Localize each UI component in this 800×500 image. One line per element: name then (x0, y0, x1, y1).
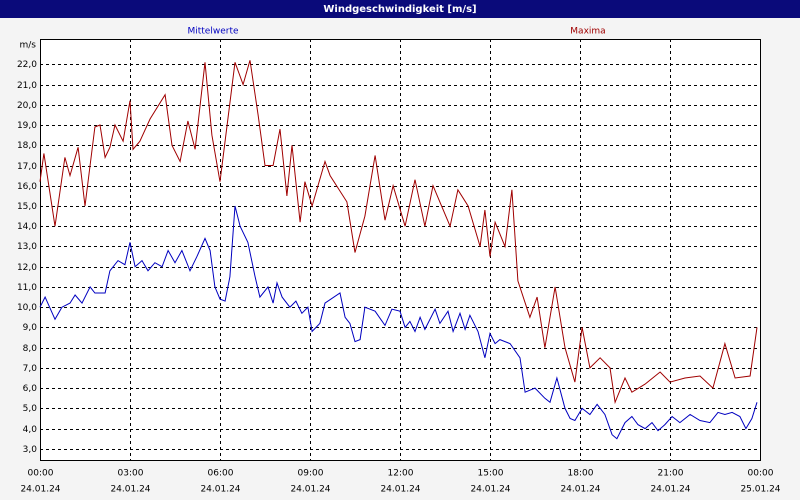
title-bar (0, 0, 800, 18)
y-tick-label: 5,0 (23, 404, 38, 414)
y-tick-label: 13,0 (17, 242, 37, 252)
x-tick-label: 18:00 (568, 469, 594, 479)
x-tick-label: 00:00 (748, 469, 774, 479)
x-tick-label: 03:00 (118, 469, 144, 479)
y-axis-label: m/s (20, 41, 37, 51)
y-tick-label: 4,0 (23, 425, 38, 435)
y-tick-label: 6,0 (23, 384, 38, 394)
y-tick-label: 10,0 (17, 303, 37, 313)
y-tick-label: 16,0 (17, 182, 37, 192)
x-tick-date: 24.01.24 (20, 485, 60, 495)
x-tick-label: 00:00 (28, 469, 54, 479)
x-tick-date: 24.01.24 (560, 485, 600, 495)
x-tick-date: 24.01.24 (290, 485, 330, 495)
series-line (39, 60, 758, 405)
legend-label: Mittelwerte (187, 27, 238, 37)
y-tick-label: 11,0 (17, 283, 37, 293)
y-tick-label: 19,0 (17, 121, 37, 131)
x-tick-date: 24.01.24 (650, 485, 690, 495)
x-tick-date: 24.01.24 (380, 485, 420, 495)
y-tick-label: 3,0 (23, 445, 38, 455)
x-tick-label: 06:00 (208, 469, 234, 479)
x-tick-date: 24.01.24 (200, 485, 240, 495)
x-tick-label: 21:00 (658, 469, 684, 479)
y-tick-label: 8,0 (23, 344, 38, 354)
y-tick-label: 9,0 (23, 323, 38, 333)
y-tick-label: 12,0 (17, 263, 37, 273)
plot-border (40, 39, 761, 461)
y-tick-label: 20,0 (17, 101, 37, 111)
y-tick-label: 18,0 (17, 141, 37, 151)
y-tick-label: 15,0 (17, 202, 37, 212)
y-tick-label: 14,0 (17, 222, 37, 232)
y-tick-label: 17,0 (17, 162, 37, 172)
x-tick-date: 25.01.24 (740, 485, 780, 495)
series-line (39, 205, 758, 440)
x-tick-label: 12:00 (388, 469, 414, 479)
chart-title: Windgeschwindigkeit [m/s] (323, 4, 476, 15)
x-tick-date: 24.01.24 (110, 485, 150, 495)
x-tick-label: 09:00 (298, 469, 324, 479)
y-tick-label: 7,0 (23, 364, 38, 374)
x-tick-label: 15:00 (478, 469, 504, 479)
x-tick-date: 24.01.24 (470, 485, 510, 495)
y-tick-label: 22,0 (17, 60, 37, 70)
legend-label: Maxima (570, 27, 605, 37)
y-tick-label: 21,0 (17, 81, 37, 91)
